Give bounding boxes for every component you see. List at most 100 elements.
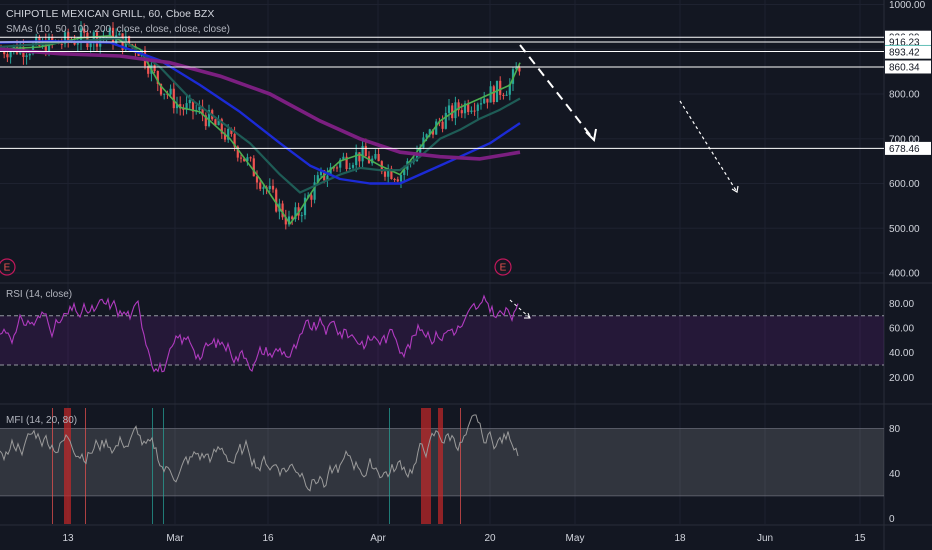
candle-body	[326, 175, 329, 181]
rsi-arrow	[509, 299, 531, 319]
candle-body	[159, 83, 163, 95]
candle-body	[63, 32, 67, 44]
candle-body	[76, 43, 79, 45]
price-axis-label: 700.00	[889, 134, 920, 145]
price-tag	[885, 45, 931, 59]
candle-body	[518, 67, 521, 72]
mfi-axis-label: 0	[889, 514, 895, 525]
candle-body	[163, 93, 166, 95]
candle-body	[463, 103, 467, 114]
candle-body	[44, 40, 47, 55]
candle-body	[467, 103, 470, 112]
earnings-marker-label: E	[500, 263, 507, 274]
candle-body	[460, 110, 463, 114]
candle-body	[483, 98, 486, 104]
mfi-signal-stripe	[438, 408, 443, 524]
candle-body	[207, 110, 211, 127]
mfi-signal-stripe	[64, 408, 71, 524]
candle-body	[6, 54, 9, 58]
price-axis-label: 500.00	[889, 224, 920, 235]
candle-body	[447, 105, 451, 113]
candle-body	[399, 174, 403, 182]
candle-body	[383, 171, 387, 177]
candle-body	[313, 182, 316, 200]
candle-body	[156, 71, 159, 84]
rsi-axis-label: 60.00	[889, 324, 914, 335]
candle-body	[486, 98, 489, 103]
earnings-marker-label: E	[4, 263, 11, 274]
candle-body	[227, 128, 230, 140]
candle-body	[457, 102, 460, 111]
candle-body	[393, 178, 396, 180]
mfi-signal-stripe	[389, 408, 390, 524]
candle-body	[230, 128, 233, 134]
candle-body	[425, 134, 428, 138]
candle-body	[31, 43, 35, 54]
candle-body	[236, 146, 239, 158]
sma100-line	[0, 40, 521, 185]
candle-body	[335, 167, 339, 169]
rsi-axis-label: 40.00	[889, 348, 914, 359]
candle-body	[268, 185, 271, 190]
mfi-axis-label: 80	[889, 424, 901, 435]
price-tag-label: 860.34	[889, 62, 920, 73]
candle-body	[358, 152, 361, 162]
candle-body	[118, 33, 121, 36]
rsi-axis-label: 20.00	[889, 373, 914, 384]
mfi-signal-stripe	[421, 408, 431, 524]
candle-body	[387, 168, 390, 177]
forecast-arrowhead-2	[731, 185, 739, 193]
candle-body	[239, 157, 243, 159]
candle-body	[182, 108, 185, 110]
price-tag-label: 678.46	[889, 144, 920, 155]
candle-body	[492, 86, 495, 103]
mfi-legend: MFI (14, 20, 80)	[6, 415, 78, 426]
candle-body	[444, 112, 447, 129]
candle-body	[89, 42, 92, 48]
earnings-marker	[494, 258, 512, 276]
candle-body	[355, 152, 358, 166]
candle-body	[419, 147, 422, 153]
sma-lines	[0, 35, 521, 225]
candle-body	[435, 121, 438, 135]
candle-body	[153, 64, 156, 72]
x-tick-label: 20	[484, 533, 496, 544]
price-axis-label: 600.00	[889, 179, 920, 190]
candle-body	[137, 52, 140, 56]
candle-body	[217, 119, 220, 126]
candle-body	[415, 152, 419, 161]
candle-body	[441, 121, 444, 129]
sma50-line	[0, 36, 521, 194]
candle-body	[172, 88, 175, 109]
mfi-signal-stripe	[85, 408, 86, 524]
candle-body	[175, 104, 179, 109]
x-tick-label: 18	[674, 533, 686, 544]
rsi-axis-label: 80.00	[889, 299, 914, 310]
candle-body	[111, 27, 115, 45]
mfi-signal-stripe	[460, 408, 461, 524]
candle-body	[191, 99, 195, 112]
x-tick-label: May	[566, 533, 585, 544]
candle-body	[377, 154, 380, 162]
price-axis-label: 1000.00	[889, 0, 926, 11]
candle-body	[243, 158, 246, 162]
candle-body	[255, 176, 259, 183]
candle-body	[473, 110, 476, 112]
mfi-axis-label: 40	[889, 469, 901, 480]
candle-body	[188, 99, 191, 104]
earnings-marker	[0, 258, 16, 276]
x-tick-label: 15	[854, 533, 866, 544]
candle-body	[339, 159, 342, 168]
candle-body	[281, 203, 284, 218]
chart-title: CHIPOTLE MEXICAN GRILL, 60, Cboe BZX	[6, 8, 215, 20]
price-tag	[885, 60, 931, 74]
candle-body	[214, 119, 217, 126]
candle-body	[220, 119, 223, 134]
price-axis-label: 800.00	[889, 90, 920, 101]
price-tag	[885, 141, 931, 155]
candle-body	[9, 50, 12, 58]
x-tick-label: Mar	[166, 533, 184, 544]
mfi-line	[0, 414, 519, 492]
